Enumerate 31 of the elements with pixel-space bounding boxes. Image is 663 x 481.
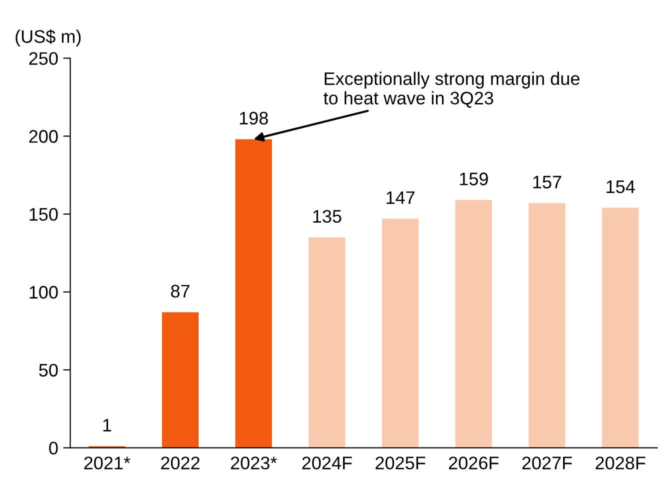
data-label: 157 [533,176,562,188]
bar [235,139,272,448]
data-label: 135 [313,210,342,223]
bar [528,203,566,448]
data-label: 87 [171,284,190,298]
x-tick-label: 2024F [302,456,352,470]
data-label: 198 [240,112,268,125]
bar [455,200,492,448]
x-tick-label: 2022 [161,456,200,470]
y-tick-label: 200 [29,130,58,143]
x-tick-label: 2023* [230,456,277,470]
data-label: 1 [103,418,112,432]
y-axis-title: (US$ m) [16,29,81,47]
y-tick-label: 150 [30,208,58,221]
y-tick-label: 0 [49,442,58,455]
x-tick-label: 2026F [448,456,499,470]
x-tick-label: 2021* [84,456,130,470]
bar [382,218,419,448]
y-tick-label: 100 [30,286,58,299]
bar [162,312,199,448]
y-tick-label: 50 [39,364,58,377]
x-tick-label: 2025F [376,456,426,470]
bar [308,237,346,448]
data-label: 147 [386,191,414,204]
x-tick-label: 2027F [522,456,572,470]
data-label: 159 [460,172,488,186]
y-tick-label: 250 [29,52,58,65]
annotation: Exceptionally strong margin due to heat wave in 3Q23 [324,72,580,108]
bar [602,208,639,448]
x-tick-label: 2028F [596,456,646,470]
data-label: 154 [606,180,635,194]
